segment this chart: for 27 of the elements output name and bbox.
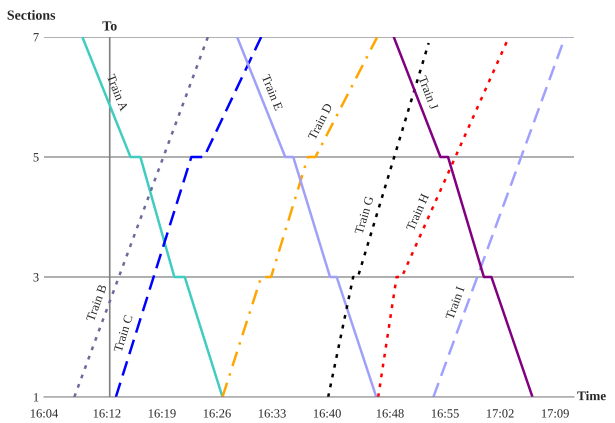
line-series	[392, 37, 534, 397]
x-axis-title: Time	[577, 391, 606, 400]
y-tick-label: 5	[34, 153, 39, 162]
x-tick-label: 16:48	[376, 409, 404, 418]
text: Train I	[445, 286, 465, 320]
text: Train B	[86, 284, 107, 322]
x-tick-label: 16:12	[94, 409, 120, 418]
ref-line-label: To	[102, 21, 117, 31]
x-tick-label: 16:40	[314, 409, 341, 418]
text: Train E	[262, 74, 284, 111]
x-tick-label: 17:09	[542, 409, 569, 418]
text: Train D	[308, 102, 333, 140]
text: Train C	[114, 314, 133, 353]
y-tick-label: 1	[34, 393, 38, 402]
text: Train J	[418, 75, 438, 110]
y-tick-label: 3	[33, 273, 39, 282]
x-tick-label: 16:04	[30, 409, 58, 418]
x-tick-label: 17:02	[486, 409, 514, 418]
y-axis-title: Sections	[8, 10, 56, 20]
x-tick-label: 16:33	[258, 409, 286, 418]
x-tick-label: 16:55	[432, 409, 459, 418]
x-tick-label: 16:19	[148, 409, 176, 418]
text: Train H	[406, 192, 430, 232]
text: Train A	[106, 73, 129, 112]
x-tick-label: 16:26	[204, 409, 231, 418]
y-tick-label: 7	[34, 33, 39, 42]
text: Train G	[354, 196, 374, 235]
